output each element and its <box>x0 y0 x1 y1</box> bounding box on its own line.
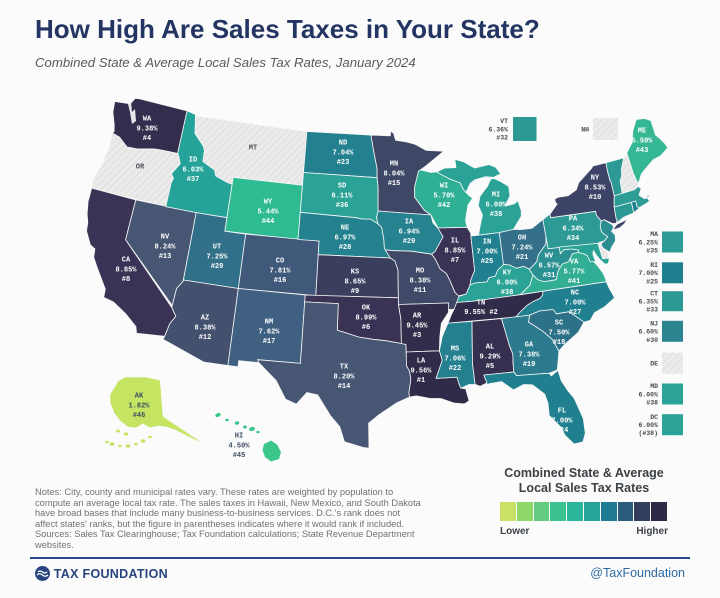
svg-text:SC7.50%#18: SC 7.50% #18 <box>548 320 570 347</box>
svg-text:ID6.03%#37: ID 6.03% #37 <box>182 157 204 184</box>
svg-text:ME5.50%#43: ME 5.50% #43 <box>631 128 653 155</box>
svg-text:MS7.06%#22: MS 7.06% #22 <box>444 346 466 373</box>
svg-text:WY5.44%#44: WY 5.44% #44 <box>257 199 279 226</box>
svg-text:VT6.36%#32: VT 6.36% #32 <box>488 118 508 141</box>
svg-text:MD6.00%#38: MD 6.00% #38 <box>638 383 658 406</box>
svg-text:OK8.99%#6: OK 8.99% #6 <box>355 305 377 332</box>
svg-text:MA6.25%#35: MA 6.25% #35 <box>638 231 658 254</box>
svg-text:AR9.45%#3: AR 9.45% #3 <box>406 313 428 340</box>
svg-text:TN9.55% #2: TN 9.55% #2 <box>464 300 498 318</box>
svg-text:WA9.38%#4: WA 9.38% #4 <box>136 116 158 143</box>
svg-text:FL7.00%#24: FL 7.00% #24 <box>551 408 573 435</box>
svg-text:VA5.77%#41: VA 5.77% #41 <box>563 259 585 286</box>
svg-text:IN7.00%#25: IN 7.00% #25 <box>476 239 498 266</box>
svg-text:MN8.04%#15: MN 8.04% #15 <box>383 161 405 188</box>
svg-text:SD6.11%#36: SD 6.11% #36 <box>331 183 353 210</box>
svg-text:KY6.00%#38: KY 6.00% #38 <box>496 270 518 297</box>
svg-text:MO8.38%#11: MO 8.38% #11 <box>409 268 431 295</box>
svg-text:KS8.65%#9: KS 8.65% #9 <box>344 269 366 296</box>
svg-text:WV6.57%#31: WV 6.57% #31 <box>538 253 560 280</box>
svg-text:TX8.20%#14: TX 8.20% #14 <box>333 364 355 391</box>
svg-text:AZ8.38%#12: AZ 8.38% #12 <box>194 315 216 342</box>
svg-text:IA6.94%#29: IA 6.94% #29 <box>398 219 420 246</box>
svg-text:NY8.53%#10: NY 8.53% #10 <box>584 175 606 202</box>
svg-text:AL9.29%#5: AL 9.29% #5 <box>479 344 501 371</box>
svg-text:ND7.04%#23: ND 7.04% #23 <box>332 140 354 167</box>
svg-text:UT7.25%#20: UT 7.25% #20 <box>206 244 228 271</box>
svg-text:NM7.62%#17: NM 7.62% #17 <box>258 319 280 346</box>
svg-text:PA6.34%#34: PA 6.34% #34 <box>562 216 584 243</box>
svg-text:CO7.81%#16: CO 7.81% #16 <box>269 258 291 285</box>
svg-text:OH7.24%#21: OH 7.24% #21 <box>511 235 533 262</box>
svg-text:CT6.35%#33: CT 6.35% #33 <box>638 290 658 313</box>
svg-text:NE6.97%#28: NE 6.97% #28 <box>334 225 356 252</box>
svg-text:NJ6.60%#30: NJ 6.60% #30 <box>638 320 658 343</box>
svg-text:AK1.82%#46: AK 1.82% #46 <box>128 393 150 420</box>
svg-text:LA9.56%#1: LA 9.56% #1 <box>410 358 432 385</box>
svg-text:MT: MT <box>249 144 257 152</box>
svg-text:HI4.50%#45: HI 4.50% #45 <box>228 433 250 460</box>
svg-text:CA8.85%#8: CA 8.85% #8 <box>115 257 137 284</box>
svg-text:IL8.85%#7: IL 8.85% #7 <box>444 238 466 265</box>
svg-text:MI6.00%#38: MI 6.00% #38 <box>485 192 507 219</box>
svg-text:GA7.38%#19: GA 7.38% #19 <box>518 342 540 369</box>
svg-text:NC7.00%#27: NC 7.00% #27 <box>564 290 586 317</box>
svg-text:NV8.24%#13: NV 8.24% #13 <box>154 234 176 261</box>
svg-text:DC6.00%(#38): DC 6.00% (#38) <box>638 414 658 437</box>
svg-text:RI7.00%#25: RI 7.00% #25 <box>638 262 658 285</box>
svg-text:OR: OR <box>136 163 145 171</box>
svg-text:DE: DE <box>650 361 658 368</box>
svg-text:NH: NH <box>581 126 589 133</box>
svg-text:WI5.70%#42: WI 5.70% #42 <box>433 183 455 210</box>
